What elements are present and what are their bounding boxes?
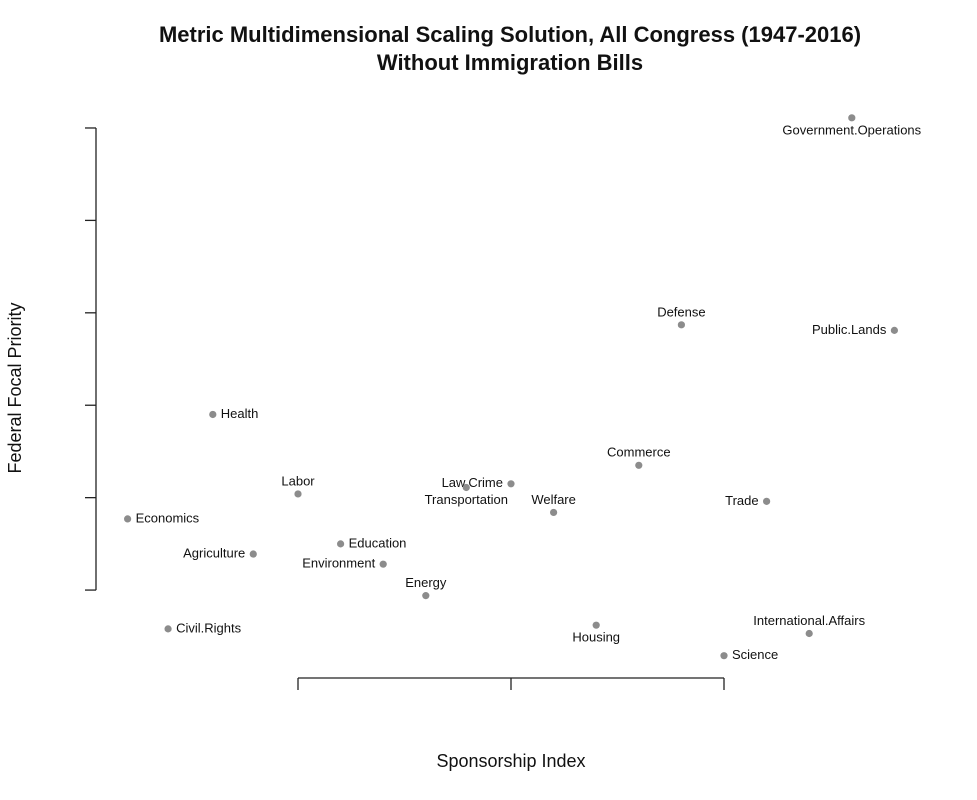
chart-subtitle: Without Immigration Bills [377, 50, 643, 75]
point [422, 592, 430, 600]
point-label: Law.Crime [442, 475, 503, 490]
point-label: Defense [657, 304, 705, 319]
point-label: Economics [136, 510, 200, 525]
point-label: Transportation [425, 492, 508, 507]
point [249, 550, 257, 558]
point-label: Labor [281, 473, 315, 488]
point-label: Trade [725, 493, 758, 508]
point [164, 625, 172, 633]
point [550, 508, 558, 517]
point-label: Agriculture [183, 545, 245, 560]
y-axis-title: Federal Focal Priority [5, 302, 25, 473]
point-label: Environment [302, 556, 375, 571]
point-label: Housing [572, 630, 620, 645]
point [677, 321, 686, 329]
point-label: Government.Operations [782, 122, 921, 137]
point [805, 629, 813, 638]
point [337, 540, 345, 548]
point-label: Science [732, 647, 778, 662]
point-label: Public.Lands [812, 322, 887, 337]
point [890, 326, 899, 334]
chart-title: Metric Multidimensional Scaling Solution… [159, 22, 861, 47]
point [848, 114, 856, 122]
point [462, 483, 470, 492]
point-label: Energy [405, 575, 447, 590]
point [507, 480, 515, 488]
point [379, 560, 387, 568]
point-label: Health [221, 406, 259, 421]
point [635, 461, 643, 469]
point-label: Welfare [531, 492, 576, 507]
point [294, 490, 302, 498]
point [592, 621, 600, 629]
point [763, 497, 771, 505]
point-label: Civil.Rights [176, 620, 242, 635]
x-axis-title: Sponsorship Index [436, 751, 585, 771]
point [720, 652, 728, 660]
point [209, 410, 217, 419]
point-label: Commerce [607, 445, 671, 460]
point-label: International.Affairs [753, 613, 865, 628]
point [124, 515, 132, 523]
point-label: Education [349, 535, 407, 550]
